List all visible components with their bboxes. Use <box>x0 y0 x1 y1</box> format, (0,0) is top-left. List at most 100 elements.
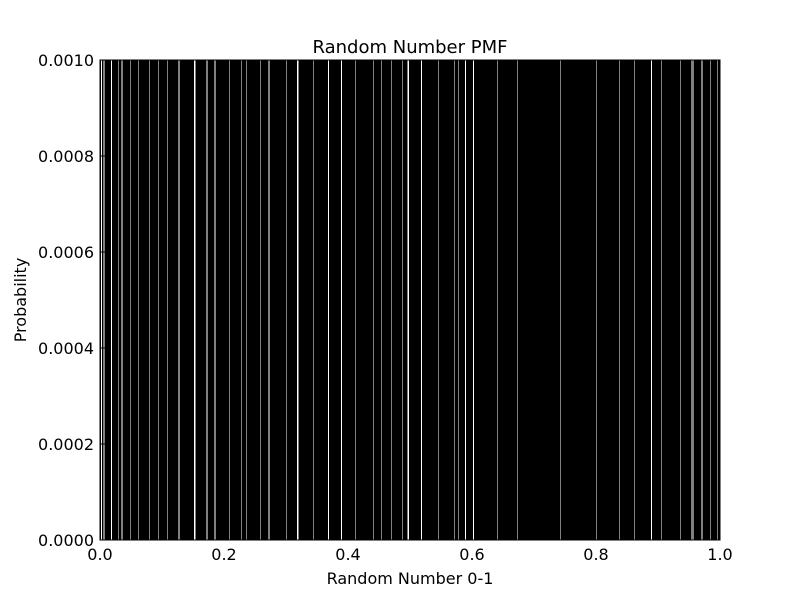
bar <box>299 60 301 540</box>
bar <box>295 60 296 540</box>
bar <box>444 60 446 540</box>
bar <box>493 60 494 540</box>
bar <box>176 60 178 540</box>
bar <box>235 60 236 540</box>
bar <box>581 60 582 540</box>
bar <box>684 60 685 540</box>
bar <box>691 60 693 540</box>
bar <box>705 60 706 540</box>
bar <box>179 60 180 540</box>
bar <box>397 60 399 540</box>
bar <box>183 60 185 540</box>
bar <box>207 60 208 540</box>
bar <box>244 60 246 540</box>
bar <box>448 60 450 540</box>
bar <box>549 60 551 540</box>
bar <box>255 60 257 540</box>
bar <box>346 60 348 540</box>
bar <box>362 60 363 540</box>
bar <box>518 60 520 540</box>
x-tick-label: 0.0 <box>87 545 112 564</box>
bar <box>584 60 586 540</box>
bar <box>385 60 386 540</box>
bar <box>240 60 241 540</box>
bar <box>573 60 575 540</box>
bar <box>709 60 711 540</box>
bar <box>101 60 103 540</box>
bar <box>620 60 622 540</box>
bar <box>550 60 551 540</box>
bar <box>542 60 543 540</box>
bar <box>701 60 703 540</box>
bar <box>666 60 667 540</box>
bar <box>246 60 248 540</box>
bar <box>239 60 241 540</box>
bar <box>494 60 495 540</box>
bar <box>317 60 319 540</box>
bar <box>375 60 377 540</box>
bar <box>716 60 718 540</box>
bar <box>606 60 608 540</box>
bar <box>144 60 145 540</box>
bar <box>553 60 554 540</box>
bar <box>348 60 350 540</box>
bar <box>325 60 327 540</box>
bar <box>262 60 264 540</box>
plot-frame <box>99 59 721 541</box>
bar <box>320 60 322 540</box>
bar <box>185 60 187 540</box>
bar <box>335 60 337 540</box>
bar <box>396 60 397 540</box>
bar <box>661 60 663 540</box>
bar <box>142 60 143 540</box>
bar <box>612 60 614 540</box>
bar <box>551 60 552 540</box>
bar <box>365 60 367 540</box>
bar <box>135 60 137 540</box>
bar <box>188 60 189 540</box>
bar <box>445 60 446 540</box>
bar <box>578 60 579 540</box>
bar <box>445 60 447 540</box>
bar <box>231 60 233 540</box>
bar <box>630 60 631 540</box>
bar <box>264 60 266 540</box>
bar <box>530 60 531 540</box>
bar <box>545 60 547 540</box>
bar <box>431 60 433 540</box>
bar <box>140 60 141 540</box>
bar <box>117 60 118 540</box>
bar <box>178 60 179 540</box>
bar <box>482 60 484 540</box>
bar <box>236 60 238 540</box>
bar <box>129 60 130 540</box>
bar <box>538 60 540 540</box>
bar <box>115 60 117 540</box>
bar <box>104 60 105 540</box>
bar <box>119 60 120 540</box>
bar <box>243 60 244 540</box>
bar <box>382 60 383 540</box>
bar <box>488 60 490 540</box>
bar <box>439 60 441 540</box>
bar <box>655 60 657 540</box>
bar <box>343 60 345 540</box>
bar <box>530 60 532 540</box>
bar <box>470 60 471 540</box>
bar <box>528 60 530 540</box>
bar <box>382 60 384 540</box>
bar <box>628 60 630 540</box>
bar <box>237 60 239 540</box>
bar <box>572 60 574 540</box>
bar <box>570 60 572 540</box>
bar <box>139 60 141 540</box>
bar <box>242 60 244 540</box>
bar <box>523 60 525 540</box>
bar <box>683 60 685 540</box>
bar <box>343 60 344 540</box>
bar <box>248 60 250 540</box>
bar <box>216 60 218 540</box>
bar <box>468 60 470 540</box>
bar <box>166 60 168 540</box>
bar <box>120 60 122 540</box>
